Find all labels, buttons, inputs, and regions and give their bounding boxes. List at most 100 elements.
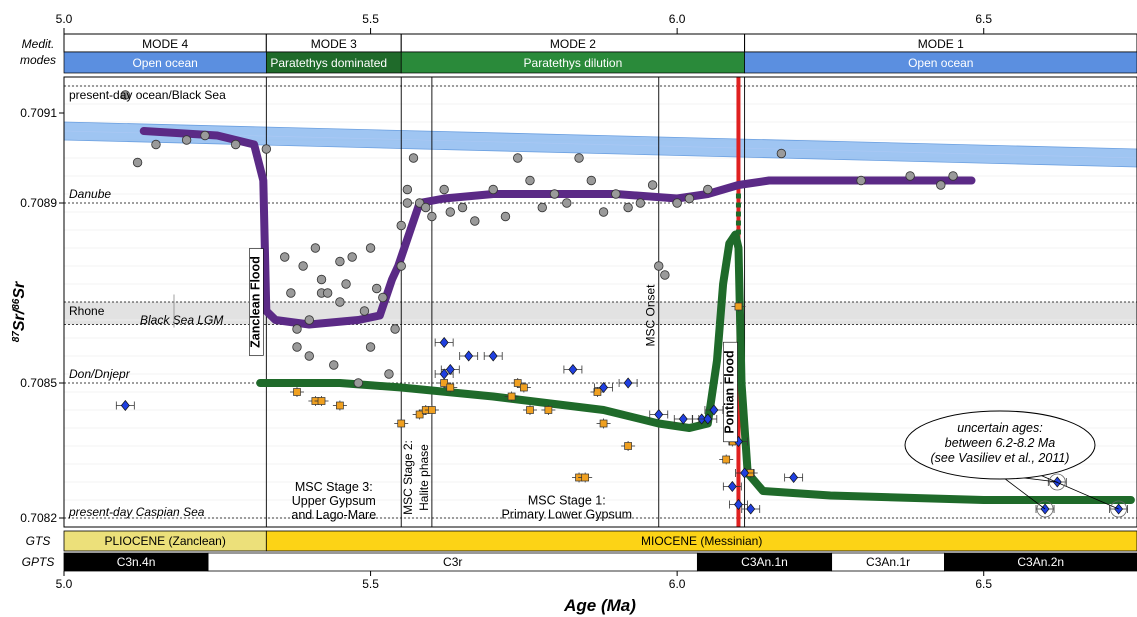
data-point-circle bbox=[647, 180, 658, 190]
connection-band-label: Paratethys dilution bbox=[524, 56, 623, 70]
data-point-circle bbox=[335, 256, 345, 267]
data-point-square bbox=[428, 406, 436, 414]
data-point-circle bbox=[365, 342, 376, 352]
seawater-centerline bbox=[64, 130, 1137, 159]
data-point-circle bbox=[353, 378, 364, 388]
data-point-circle bbox=[470, 216, 480, 226]
data-point-square bbox=[624, 442, 632, 450]
gpts-band-label: C3n.4n bbox=[117, 555, 156, 569]
connection-band-label: Open ocean bbox=[132, 56, 197, 70]
data-point-circle bbox=[684, 193, 695, 204]
callout-pointer bbox=[1039, 474, 1119, 510]
gpts-band bbox=[944, 552, 1137, 572]
data-point-square bbox=[526, 406, 534, 414]
data-point-square bbox=[415, 410, 424, 419]
data-point-diamond bbox=[623, 377, 633, 389]
data-point-circle bbox=[378, 292, 388, 303]
data-point-circle bbox=[341, 279, 351, 289]
callout-text: uncertain ages: bbox=[957, 421, 1042, 435]
y-axis-title-part: 87 bbox=[11, 331, 22, 343]
data-point-circle bbox=[347, 252, 357, 262]
data-point-circle bbox=[439, 184, 449, 195]
data-point-circle bbox=[402, 198, 413, 208]
data-point-circle bbox=[905, 171, 915, 181]
modes-row-label-2: modes bbox=[20, 53, 56, 67]
data-point-circle bbox=[298, 261, 308, 271]
data-point-circle bbox=[457, 202, 468, 213]
data-point-circle bbox=[261, 144, 272, 154]
data-point-square bbox=[397, 419, 406, 428]
data-point-circle bbox=[151, 139, 161, 150]
callout-text: between 6.2-8.2 Ma bbox=[945, 436, 1056, 450]
data-point-circle bbox=[537, 202, 547, 213]
data-point-square bbox=[317, 397, 326, 405]
plot-frame bbox=[63, 76, 1137, 528]
data-point-square bbox=[520, 383, 528, 392]
gts-band-label: PLIOCENE (Zanclean) bbox=[104, 534, 225, 548]
reference-band bbox=[64, 302, 1137, 325]
data-point-circle bbox=[132, 157, 143, 168]
markers bbox=[115, 90, 1129, 515]
data-point-circle bbox=[500, 211, 511, 222]
gts-row-label: GTS bbox=[26, 534, 51, 548]
data-point-square bbox=[581, 473, 590, 482]
data-point-circle bbox=[513, 153, 523, 163]
mode-band-label: MODE 3 bbox=[311, 37, 357, 51]
data-point-square bbox=[599, 419, 608, 428]
reference-lines bbox=[64, 85, 1137, 519]
data-point-square bbox=[722, 455, 731, 464]
stage-label-line: MSC Stage 1: bbox=[528, 494, 606, 508]
data-point-diamond bbox=[678, 413, 688, 425]
ref-label-rhone: Rhone bbox=[69, 304, 105, 318]
y-axis-title: 87Sr/86Sr bbox=[11, 281, 29, 342]
modes-row-label-1: Medit. bbox=[22, 37, 55, 51]
connection-bands: Open ocean Paratethys dominated Paratethys… bbox=[63, 51, 1137, 74]
top-tick-label: 5.0 bbox=[56, 12, 73, 26]
data-point-circle bbox=[396, 261, 406, 271]
data-point-diamond bbox=[120, 399, 130, 412]
data-point-diamond bbox=[703, 413, 713, 425]
data-point-circle bbox=[408, 153, 419, 163]
data-point-circle bbox=[635, 198, 646, 208]
mode-band-label: MODE 1 bbox=[918, 37, 964, 51]
data-point-circle bbox=[230, 139, 241, 150]
data-point-circle bbox=[703, 184, 713, 195]
data-point-diamond bbox=[654, 408, 664, 421]
halite-phase-label: Halite phase bbox=[417, 444, 431, 511]
bottom-tick-label: 6.5 bbox=[975, 577, 992, 591]
data-point-diamond bbox=[445, 363, 455, 376]
bottom-axis-ticks: 5.0 5.5 6.0 6.5 bbox=[56, 571, 992, 591]
data-point-circle bbox=[335, 297, 345, 307]
data-point-circle bbox=[181, 135, 192, 145]
gpts-bands: C3n.4n C3r C3An.1n C3An.1r C3An.2n bbox=[63, 552, 1137, 572]
zanclean-flood-label: Zanclean Flood bbox=[248, 256, 262, 348]
data-point-diamond bbox=[789, 471, 799, 484]
y-tick-label: 0.7082 bbox=[20, 511, 57, 525]
data-point-diamond bbox=[464, 350, 474, 362]
data-point-circle bbox=[316, 274, 327, 285]
gpts-band-label: C3An.1n bbox=[741, 555, 788, 569]
data-point-circle bbox=[292, 324, 302, 334]
callout-target-ring bbox=[1048, 473, 1066, 491]
pontian-flood-label-box bbox=[723, 341, 738, 443]
gts-band-label: MIOCENE (Messinian) bbox=[641, 534, 762, 548]
ref-label-caspian: present-day Caspian Sea bbox=[68, 505, 205, 519]
plot-area bbox=[64, 77, 1137, 527]
data-point-diamond bbox=[488, 350, 498, 362]
ref-label-don: Don/Dnjepr bbox=[69, 367, 131, 381]
y-tick-label: 0.7085 bbox=[20, 376, 57, 390]
data-point-diamond bbox=[740, 467, 750, 479]
data-point-circle bbox=[623, 202, 633, 213]
data-point-circle bbox=[427, 211, 437, 222]
top-tick-label: 6.5 bbox=[975, 12, 992, 26]
data-point-diamond bbox=[1114, 503, 1124, 515]
zanclean-flood-label-box bbox=[249, 248, 264, 356]
data-point-circle bbox=[672, 198, 682, 208]
data-point-circle bbox=[948, 171, 958, 181]
data-point-square bbox=[293, 388, 301, 396]
data-point-circle bbox=[488, 184, 498, 195]
msc-onset-label: MSC Onset bbox=[644, 284, 658, 347]
data-point-square bbox=[734, 302, 743, 311]
msc-stage2-label: MSC Stage 2: bbox=[401, 440, 415, 515]
